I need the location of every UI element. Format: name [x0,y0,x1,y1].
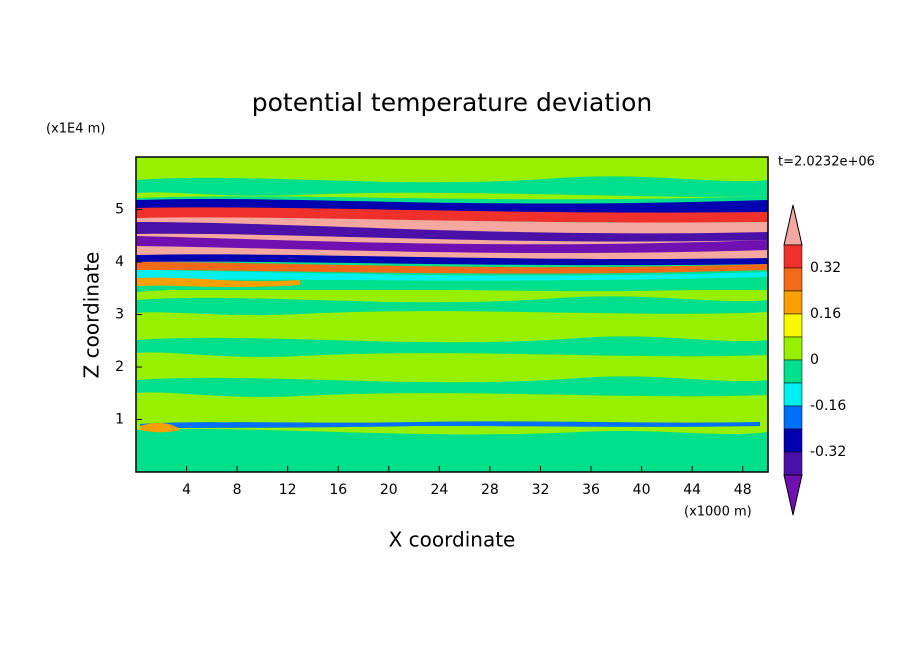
contour-field [136,157,768,472]
y-axis-label: Z coordinate [80,252,104,379]
y-tick-label: 3 [115,307,124,323]
x-tick-label: 20 [380,482,398,498]
field-patch [136,236,768,254]
colorbar-label: -0.32 [810,444,846,460]
x-tick-label: 32 [532,482,550,498]
field-patch [136,222,768,242]
colorbar-box [783,290,803,315]
field-patch [136,254,768,266]
colorbar-box [783,244,803,269]
field-patch [136,428,768,472]
colorbar-box [783,359,803,384]
colorbar-box [783,382,803,407]
colorbar-box [783,336,803,361]
colorbar: 0.32 0.16 0 -0.16 -0.32 [783,204,846,516]
colorbar-box [783,313,803,338]
y-tick-label: 5 [115,202,124,218]
colorbar-box [783,451,803,476]
x-axis-label: X coordinate [389,528,516,552]
colorbar-label: 0.32 [810,260,841,276]
field-patch [136,376,768,397]
field-patch [140,423,180,433]
x-tick-label: 36 [582,482,600,498]
colorbar-arrow [783,474,803,516]
field-patch [136,270,768,281]
field-patch [136,296,768,316]
y-tick-label: 2 [115,359,124,375]
y-tick-label: 1 [115,412,124,428]
field-patch [136,277,300,288]
x-tick-label: 24 [430,482,448,498]
x-tick-label: 48 [734,482,752,498]
colorbar-label: 0 [810,352,819,368]
x-tick-label: 40 [633,482,651,498]
time-label: t=2.0232e+06 [778,155,875,170]
chart-title: potential temperature deviation [252,88,652,117]
colorbar-label: 0.16 [810,306,841,322]
colorbar-label: -0.16 [810,398,846,414]
colorbar-box [783,405,803,430]
colorbar-box [783,428,803,453]
x-tick-label: 4 [182,482,191,498]
colorbar-box [783,267,803,292]
x-tick-label: 16 [329,482,347,498]
y-unit: (x1E4 m) [46,122,105,137]
field-patch [136,176,768,197]
field-patch [140,421,760,428]
y-tick-label: 4 [115,254,124,270]
field-patch [136,336,768,357]
x-tick-label: 44 [683,482,701,498]
x-tick-label: 12 [279,482,297,498]
x-tick-label: 28 [481,482,499,498]
x-tick-label: 8 [233,482,242,498]
x-unit: (x1000 m) [684,505,752,520]
field-patch [136,262,768,274]
